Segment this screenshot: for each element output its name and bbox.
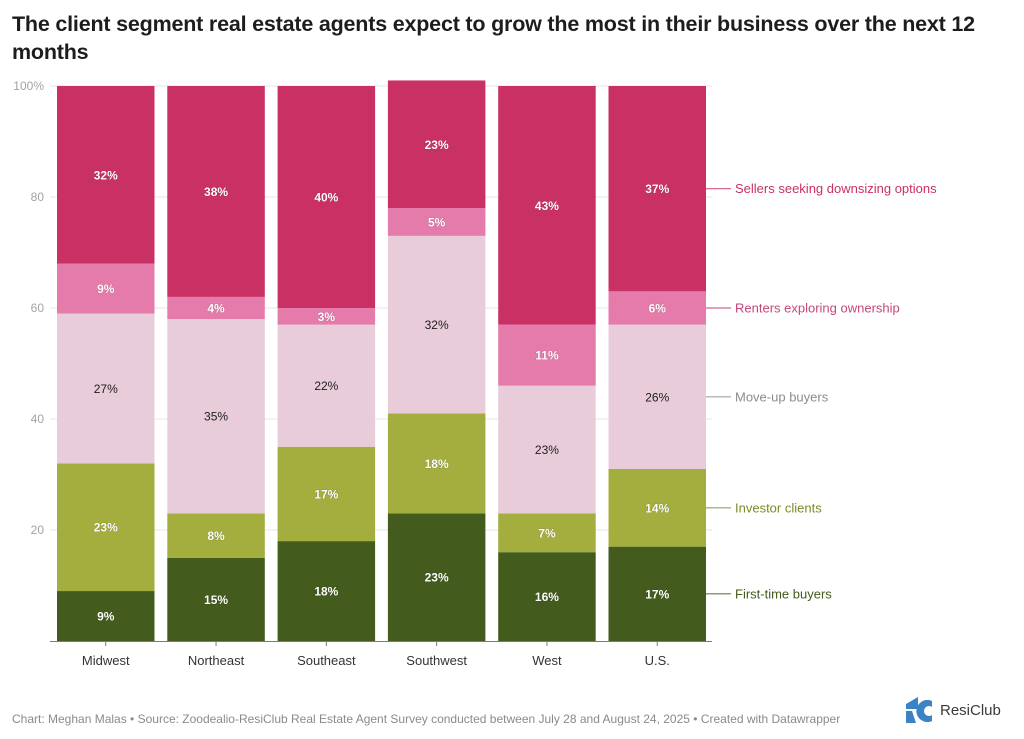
bar-segment	[277, 541, 376, 641]
bar-segment	[608, 546, 706, 641]
legend-label: Renters exploring ownership	[735, 301, 900, 316]
y-tick-label: 100%	[13, 79, 44, 93]
data-label: 7%	[538, 526, 556, 540]
x-tick-label: Southwest	[406, 653, 467, 668]
data-label: 40%	[314, 191, 338, 205]
bar-segment	[498, 552, 596, 641]
bar-segment	[387, 413, 486, 514]
data-label: 22%	[314, 379, 338, 393]
data-label: 23%	[94, 521, 118, 535]
y-tick-label: 60	[31, 301, 45, 315]
data-label: 4%	[207, 302, 225, 316]
bar-segment	[57, 313, 155, 464]
legend-label: Sellers seeking downsizing options	[735, 181, 937, 196]
bar-stack: 15% 8% 35% 4% 38%	[167, 86, 265, 641]
bar-segment	[387, 208, 486, 236]
bar-segment	[387, 235, 486, 414]
data-label: 9%	[97, 282, 115, 296]
bar-segment	[498, 324, 596, 386]
bar-segment	[608, 291, 706, 325]
data-label: 32%	[425, 318, 449, 332]
data-label: 38%	[204, 185, 228, 199]
x-axis: Midwest Northeast Southeast Southwest West U.…	[50, 641, 712, 668]
resiclub-logo[interactable]: ResiClub	[904, 696, 1001, 724]
bar-segment	[57, 86, 155, 264]
gridlines	[50, 85, 712, 531]
y-axis: 20 40 60 80 100%	[13, 79, 44, 537]
data-label: 9%	[97, 610, 115, 624]
bar-segment	[167, 513, 265, 558]
data-label: 27%	[94, 382, 118, 396]
bar-stack: 23% 18% 32% 5% 23%	[387, 80, 486, 641]
bar-segment	[277, 446, 376, 542]
data-label: 18%	[314, 585, 338, 599]
data-label: 11%	[535, 349, 559, 363]
data-label: 14%	[645, 501, 669, 515]
bar-segment	[387, 80, 486, 209]
bar-segment	[608, 86, 706, 292]
bar-segment	[277, 86, 376, 308]
y-tick-label: 80	[31, 190, 45, 204]
legend-label: Move-up buyers	[735, 389, 829, 404]
data-label: 26%	[645, 390, 669, 404]
bar-segment	[167, 319, 265, 514]
bar-segment	[387, 513, 486, 641]
data-label: 17%	[645, 587, 669, 601]
data-label: 18%	[425, 457, 449, 471]
bar-stack: 16% 7% 23% 11% 43%	[498, 86, 596, 641]
data-label: 43%	[535, 199, 559, 213]
bar-segment	[498, 513, 596, 553]
bars: 9% 23% 27% 9% 32% 15% 8% 35% 4% 38% 18% 17% 22% 3% 40%…	[57, 80, 706, 641]
legend-label: First-time buyers	[735, 586, 832, 601]
data-label: 8%	[207, 529, 225, 543]
x-tick-label: Northeast	[188, 653, 245, 668]
bar-segment	[167, 557, 265, 641]
data-label: 23%	[535, 443, 559, 457]
legend: First-time buyers Investor clients Move-up…	[706, 181, 937, 601]
bar-segment	[277, 324, 376, 447]
bar-segment	[57, 591, 155, 641]
resiclub-logo-text: ResiClub	[940, 701, 1001, 719]
chart-title: The client segment real estate agents ex…	[12, 12, 975, 64]
data-label: 16%	[535, 590, 559, 604]
x-tick-label: U.S.	[645, 653, 670, 668]
data-label: 5%	[428, 215, 446, 229]
legend-label: Investor clients	[735, 500, 822, 515]
data-label: 35%	[204, 410, 228, 424]
bar-stack: 18% 17% 22% 3% 40%	[277, 86, 376, 641]
x-tick-label: Southeast	[297, 653, 356, 668]
bar-segment	[167, 296, 265, 320]
y-tick-label: 20	[31, 523, 45, 537]
bar-segment	[608, 324, 706, 469]
data-label: 32%	[94, 168, 118, 182]
bar-segment	[57, 263, 155, 314]
data-label: 23%	[425, 138, 449, 152]
bar-segment	[498, 86, 596, 325]
bar-segment	[277, 308, 376, 325]
chart-footer-credit: Chart: Meghan Malas • Source: Zoodealio-…	[12, 712, 841, 726]
data-label: 15%	[204, 593, 228, 607]
bar-segment	[498, 385, 596, 514]
bar-segment	[57, 463, 155, 592]
bar-segment	[167, 86, 265, 297]
data-label: 23%	[425, 571, 449, 585]
x-tick-label: West	[532, 653, 562, 668]
x-tick-label: Midwest	[82, 653, 130, 668]
data-label: 6%	[649, 302, 667, 316]
resiclub-logo-icon	[906, 697, 932, 723]
bar-stack: 9% 23% 27% 9% 32%	[57, 86, 155, 641]
bar-stack: 17% 14% 26% 6% 37%	[608, 86, 706, 641]
data-label: 3%	[318, 310, 336, 324]
data-label: 37%	[645, 182, 669, 196]
bar-segment	[608, 468, 706, 547]
y-tick-label: 40	[31, 412, 45, 426]
data-label: 17%	[314, 487, 338, 501]
